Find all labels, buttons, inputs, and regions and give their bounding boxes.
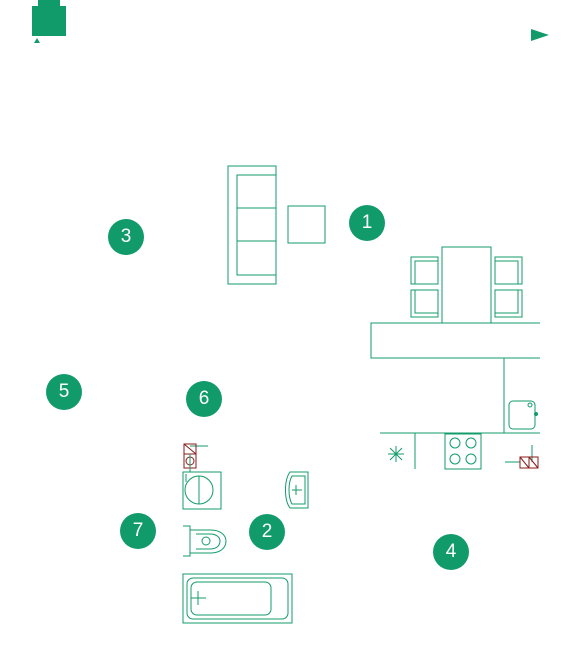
boiler-icon (505, 445, 539, 469)
wash-basin-icon (285, 471, 309, 509)
water-heater-icon (183, 443, 208, 472)
building-logo-icon (32, 0, 66, 43)
room-marker-6[interactable]: 6 (186, 381, 222, 417)
sofa-icon (227, 165, 277, 285)
room-marker-4[interactable]: 4 (433, 534, 469, 570)
coffee-table-icon (287, 205, 326, 244)
dining-table-icon (410, 246, 523, 324)
room-marker-3[interactable]: 3 (108, 219, 144, 255)
room-marker-1[interactable]: 1 (349, 205, 385, 241)
kitchen-sink-icon (508, 400, 538, 430)
stove-icon (444, 433, 482, 470)
room-marker-5[interactable]: 5 (46, 374, 82, 410)
play-arrow-icon[interactable] (531, 29, 549, 41)
toilet-icon (183, 525, 227, 557)
bathtub-icon (182, 573, 293, 624)
room-marker-7[interactable]: 7 (120, 513, 156, 549)
washing-machine-icon (182, 471, 222, 510)
room-marker-2[interactable]: 2 (249, 514, 285, 550)
kitchen-counter-icon (370, 322, 540, 469)
ceiling-light-icon (388, 446, 404, 462)
